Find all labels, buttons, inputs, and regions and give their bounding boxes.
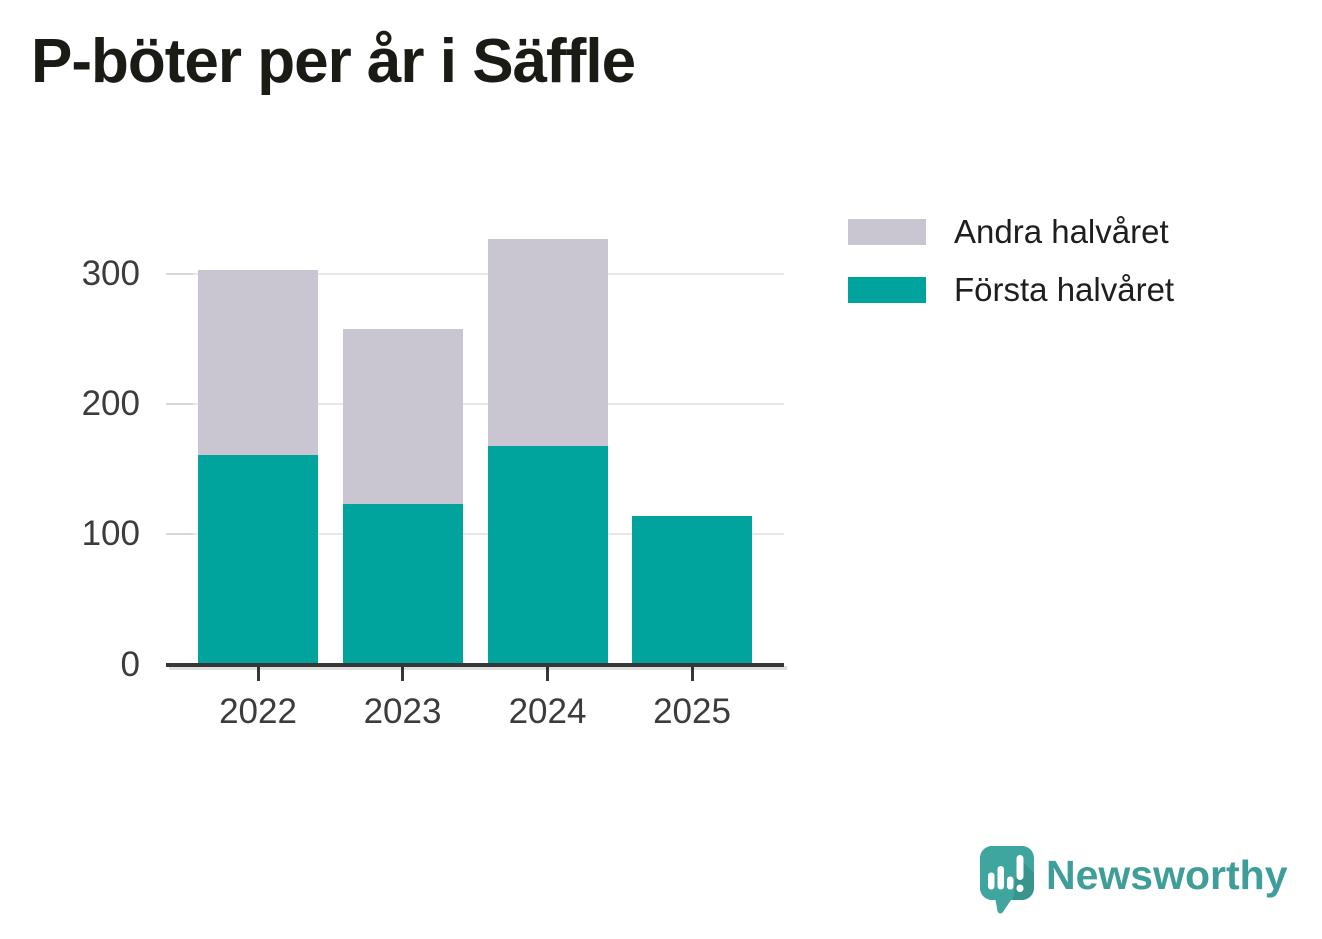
x-tick-2025 <box>690 667 694 681</box>
legend-item-andra-halvaret: Andra halvåret <box>848 213 1174 250</box>
legend-swatch-andra-halvaret <box>848 219 926 245</box>
legend-swatch-forsta-halvaret <box>848 277 926 303</box>
y-axis-label-100: 100 <box>81 514 140 554</box>
legend-label: Första halvåret <box>954 271 1175 308</box>
chart-title: P-böter per år i Säffle <box>31 27 636 96</box>
gridline-200 <box>166 403 784 406</box>
y-tick-100 <box>166 533 193 536</box>
legend: Andra halvåret Första halvåret <box>848 213 1175 308</box>
x-tick-2024 <box>546 667 549 681</box>
x-axis-label-2023: 2023 <box>363 692 442 731</box>
gridline-300 <box>166 272 784 275</box>
y-axis-label-200: 200 <box>81 384 140 424</box>
newsworthy-logo-icon <box>980 846 1034 914</box>
legend-label: Andra halvåret <box>954 213 1169 250</box>
y-tick-300 <box>166 272 193 275</box>
bar-2023-andra-halvaret <box>342 328 463 505</box>
x-axis-label-2025: 2025 <box>653 692 731 731</box>
x-axis-label-2022: 2022 <box>219 692 297 731</box>
gridline-100 <box>166 533 784 536</box>
bar-2024-andra-halvaret <box>487 238 608 446</box>
y-axis-label-300: 300 <box>81 253 140 293</box>
bar-2022-forsta-halvaret <box>198 454 318 665</box>
x-tick-2022 <box>256 667 260 681</box>
bar-2025-forsta-halvaret <box>632 516 752 665</box>
bar-2022-andra-halvaret <box>198 270 318 455</box>
branding: Newsworthy <box>977 844 1288 915</box>
legend-item-forsta-halvaret: Första halvåret <box>848 271 1175 308</box>
y-tick-200 <box>166 403 193 406</box>
x-axis-label-2024: 2024 <box>508 692 587 731</box>
bar-2024-forsta-halvaret <box>487 445 608 665</box>
newsworthy-logo-text: Newsworthy <box>1046 852 1288 898</box>
y-axis-label-0: 0 <box>120 644 140 684</box>
x-tick-2023 <box>401 667 404 681</box>
x-axis-line <box>166 663 784 667</box>
bar-2023-forsta-halvaret <box>342 504 463 665</box>
